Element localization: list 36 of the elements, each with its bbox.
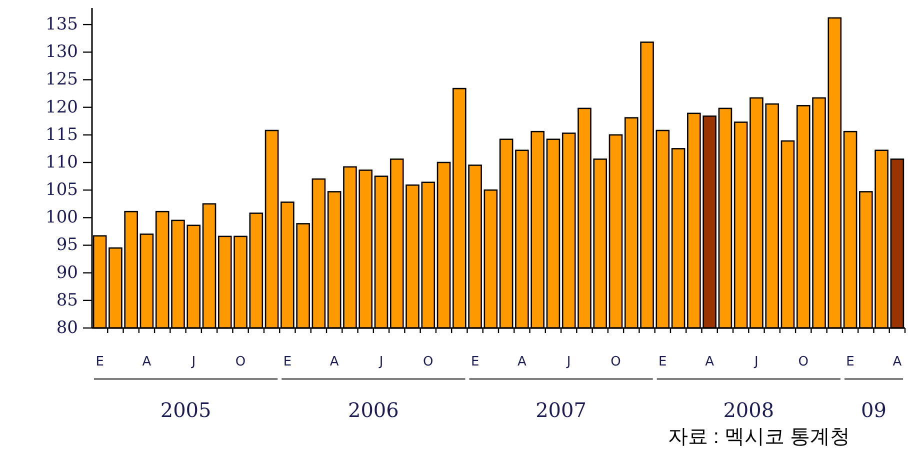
x-tick-label: E [470, 354, 480, 370]
x-tick-label: J [378, 354, 384, 370]
x-tick-label: A [518, 354, 526, 370]
text: 09 [861, 398, 886, 422]
y-tick-label: 105 [46, 180, 78, 200]
x-tick-label: E [658, 354, 667, 370]
y-tick-label: 130 [46, 42, 78, 62]
x-tick-label: E [283, 354, 292, 370]
x-tick-label: E [846, 354, 854, 370]
x-tick-label: J [566, 354, 571, 370]
y-tick-label: 100 [46, 208, 78, 228]
text: 2005 [160, 398, 212, 422]
x-tick-label: E [96, 354, 104, 370]
x-tick-label: O [798, 354, 808, 370]
y-tick-label: 95 [56, 235, 78, 256]
text: 자료 : 멕시코 통계청 [668, 426, 850, 448]
y-tick-label: 115 [46, 124, 78, 145]
x-tick-label: O [610, 354, 621, 370]
y-tick-label: 125 [46, 70, 78, 90]
text: 2006 [348, 398, 399, 422]
x-tick-label: A [142, 354, 152, 370]
y-tick-label: 80 [56, 318, 78, 338]
x-tick-label: A [705, 354, 714, 370]
text: 2008 [723, 398, 774, 422]
x-tick-label: O [235, 354, 246, 370]
y-tick-label: 90 [56, 262, 78, 283]
x-tick-label: J [190, 354, 196, 370]
x-tick-label: A [330, 354, 339, 370]
x-tick-label: A [892, 354, 902, 370]
y-tick-label: 135 [46, 14, 78, 35]
y-tick-label: 110 [46, 152, 78, 172]
x-tick-label: O [423, 354, 434, 370]
text: 2007 [536, 398, 586, 422]
y-tick-label: 85 [56, 290, 78, 310]
y-tick-label: 120 [46, 97, 78, 118]
x-tick-label: J [754, 354, 758, 370]
